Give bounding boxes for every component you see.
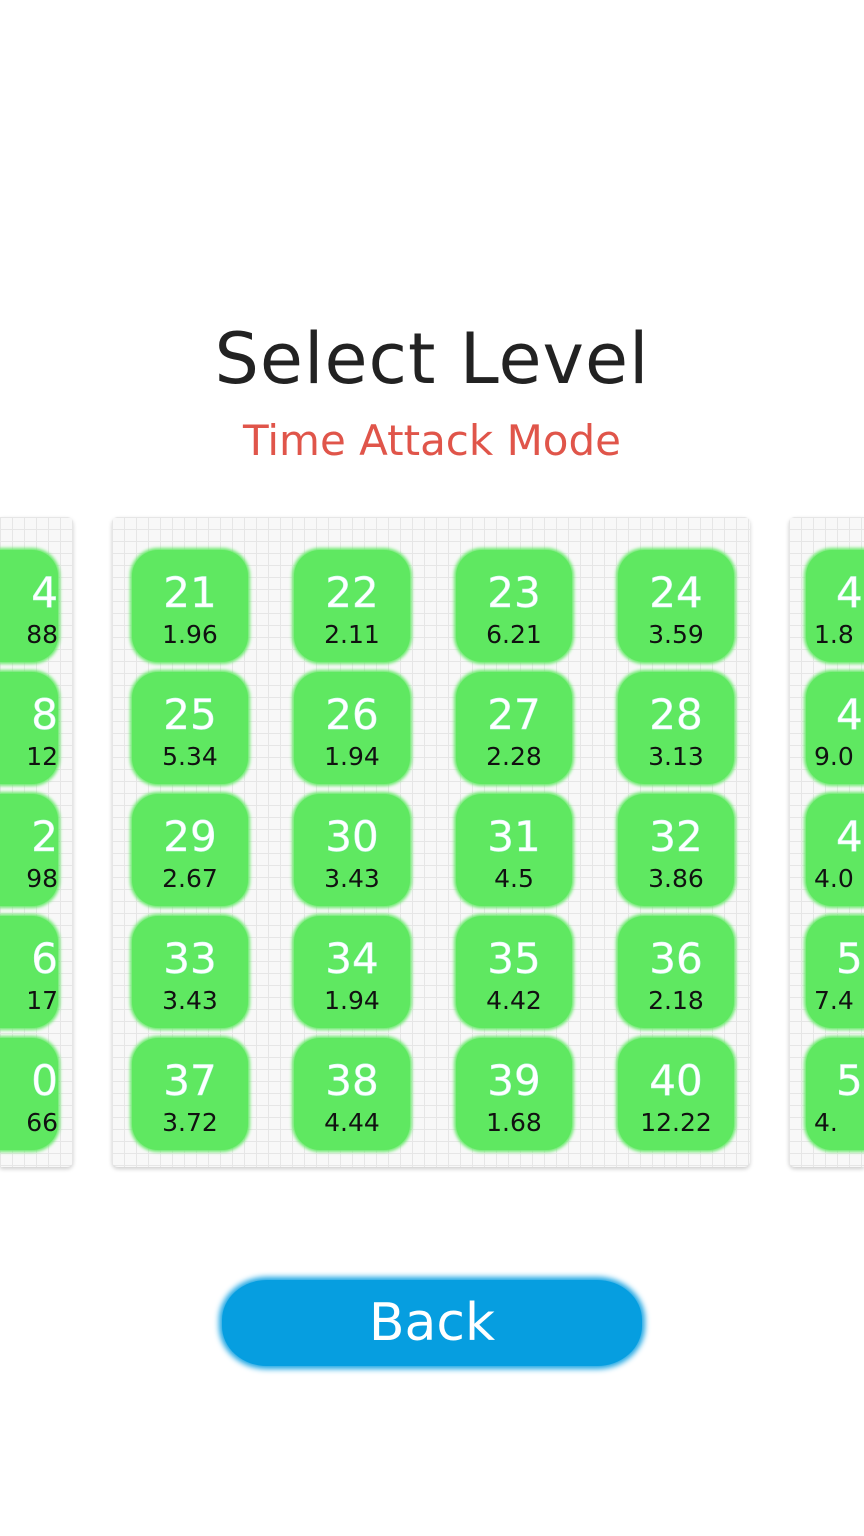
best-time: 1.96 xyxy=(162,620,218,649)
best-time: 1.8 xyxy=(814,620,854,649)
level-number: 6 xyxy=(31,934,58,983)
level-tile[interactable]: 4 9.0 xyxy=(806,672,864,784)
best-time: 17 xyxy=(26,986,58,1015)
level-number: 37 xyxy=(163,1056,217,1105)
best-time: 5.34 xyxy=(162,742,218,771)
level-number: 4 xyxy=(31,568,58,617)
best-time: 4. xyxy=(814,1108,838,1137)
level-number: 30 xyxy=(325,812,379,861)
level-tile[interactable]: 5 4. xyxy=(806,1038,864,1150)
level-number: 21 xyxy=(163,568,217,617)
level-number: 28 xyxy=(649,690,703,739)
page-title: Select Level xyxy=(214,318,650,400)
mode-subtitle: Time Attack Mode xyxy=(243,416,621,465)
best-time: 66 xyxy=(26,1108,58,1137)
level-tile[interactable]: 39 1.68 xyxy=(456,1038,572,1150)
level-tile[interactable]: 36 2.18 xyxy=(618,916,734,1028)
level-tile[interactable]: 34 1.94 xyxy=(294,916,410,1028)
best-time: 2.11 xyxy=(324,620,380,649)
level-tile[interactable]: 22 2.11 xyxy=(294,550,410,662)
level-tile[interactable]: 0 66 xyxy=(0,1038,58,1150)
level-tile[interactable]: 8 12 xyxy=(0,672,58,784)
level-page-current[interactable]: 21 1.96 22 2.11 23 6.21 24 3.59 25 5.34 26 1.94 27 2.… xyxy=(112,517,750,1167)
best-time: 3.13 xyxy=(648,742,704,771)
best-time: 1.94 xyxy=(324,986,380,1015)
best-time: 1.94 xyxy=(324,742,380,771)
level-tile[interactable]: 23 6.21 xyxy=(456,550,572,662)
level-number: 38 xyxy=(325,1056,379,1105)
level-number: 5 xyxy=(836,1056,863,1105)
level-tile[interactable]: 4 88 xyxy=(0,550,58,662)
level-number: 35 xyxy=(487,934,541,983)
level-tile[interactable]: 29 2.67 xyxy=(132,794,248,906)
level-tile[interactable]: 32 3.86 xyxy=(618,794,734,906)
level-number: 4 xyxy=(836,568,863,617)
level-number: 8 xyxy=(31,690,58,739)
level-number: 26 xyxy=(325,690,379,739)
level-tile[interactable]: 35 4.42 xyxy=(456,916,572,1028)
best-time: 4.0 xyxy=(814,864,854,893)
best-time: 98 xyxy=(26,864,58,893)
best-time: 3.43 xyxy=(162,986,218,1015)
best-time: 9.0 xyxy=(814,742,854,771)
level-number: 34 xyxy=(325,934,379,983)
level-number: 4 xyxy=(836,690,863,739)
level-number: 27 xyxy=(487,690,541,739)
level-tile[interactable]: 31 4.5 xyxy=(456,794,572,906)
best-time: 2.18 xyxy=(648,986,704,1015)
level-number: 33 xyxy=(163,934,217,983)
best-time: 3.72 xyxy=(162,1108,218,1137)
back-button[interactable]: Back xyxy=(222,1280,642,1366)
level-tile[interactable]: 30 3.43 xyxy=(294,794,410,906)
level-tile[interactable]: 2 98 xyxy=(0,794,58,906)
best-time: 6.21 xyxy=(486,620,542,649)
level-tile[interactable]: 21 1.96 xyxy=(132,550,248,662)
level-tile[interactable]: 33 3.43 xyxy=(132,916,248,1028)
level-tile[interactable]: 4 1.8 xyxy=(806,550,864,662)
level-tile[interactable]: 4 4.0 xyxy=(806,794,864,906)
level-tile[interactable]: 40 12.22 xyxy=(618,1038,734,1150)
level-tile[interactable]: 28 3.13 xyxy=(618,672,734,784)
level-tile[interactable]: 6 17 xyxy=(0,916,58,1028)
best-time: 2.28 xyxy=(486,742,542,771)
level-page-next[interactable]: 4 1.8 4 9.0 4 4.0 5 7.4 5 4. xyxy=(789,517,864,1167)
level-number: 24 xyxy=(649,568,703,617)
level-number: 0 xyxy=(31,1056,58,1105)
level-number: 22 xyxy=(325,568,379,617)
level-tile[interactable]: 26 1.94 xyxy=(294,672,410,784)
best-time: 7.4 xyxy=(814,986,854,1015)
level-tile[interactable]: 27 2.28 xyxy=(456,672,572,784)
level-number: 23 xyxy=(487,568,541,617)
level-number: 4 xyxy=(836,812,863,861)
level-number: 40 xyxy=(649,1056,703,1105)
best-time: 4.42 xyxy=(486,986,542,1015)
level-tile[interactable]: 5 7.4 xyxy=(806,916,864,1028)
best-time: 12 xyxy=(26,742,58,771)
best-time: 3.59 xyxy=(648,620,704,649)
level-page-previous[interactable]: 4 88 8 12 2 98 6 17 0 66 xyxy=(0,517,73,1167)
best-time: 4.44 xyxy=(324,1108,380,1137)
level-tile[interactable]: 24 3.59 xyxy=(618,550,734,662)
level-number: 5 xyxy=(836,934,863,983)
best-time: 12.22 xyxy=(640,1108,712,1137)
level-number: 31 xyxy=(487,812,541,861)
level-number: 2 xyxy=(31,812,58,861)
best-time: 2.67 xyxy=(162,864,218,893)
best-time: 3.86 xyxy=(648,864,704,893)
best-time: 88 xyxy=(26,620,58,649)
level-number: 29 xyxy=(163,812,217,861)
best-time: 3.43 xyxy=(324,864,380,893)
level-number: 32 xyxy=(649,812,703,861)
level-tile[interactable]: 38 4.44 xyxy=(294,1038,410,1150)
level-number: 39 xyxy=(487,1056,541,1105)
best-time: 4.5 xyxy=(494,864,534,893)
level-number: 25 xyxy=(163,690,217,739)
level-number: 36 xyxy=(649,934,703,983)
level-tile[interactable]: 25 5.34 xyxy=(132,672,248,784)
best-time: 1.68 xyxy=(486,1108,542,1137)
level-tile[interactable]: 37 3.72 xyxy=(132,1038,248,1150)
